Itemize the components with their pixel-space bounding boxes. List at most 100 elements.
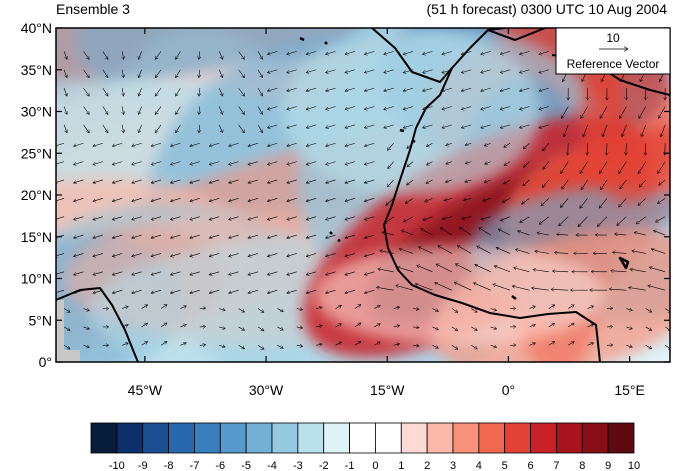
wind-vector	[257, 345, 264, 349]
wind-vector	[459, 227, 472, 236]
wind-vector	[257, 308, 264, 313]
wind-vector	[238, 124, 245, 133]
wind-vector	[287, 69, 297, 73]
wind-vector	[465, 143, 472, 145]
colorbar-swatch	[478, 422, 506, 454]
coastlines	[56, 28, 670, 362]
wind-vector	[56, 253, 65, 256]
wind-vector	[455, 264, 472, 273]
wind-vector	[446, 162, 452, 164]
wind-vector	[112, 179, 123, 183]
wind-vector	[190, 216, 200, 220]
colorbar-swatch	[504, 422, 531, 454]
wind-vector	[426, 142, 433, 146]
wind-vector	[56, 161, 65, 165]
wind-vector	[151, 179, 162, 183]
wind-vector	[83, 309, 89, 311]
wind-vector	[422, 87, 433, 91]
wind-vector	[384, 106, 394, 109]
wind-vector	[248, 161, 259, 165]
wind-vector	[522, 198, 530, 204]
wind-vector	[248, 179, 259, 183]
wind-vector	[248, 142, 259, 146]
wind-vector	[532, 288, 549, 291]
wind-vector	[609, 289, 627, 290]
wind-vector	[287, 161, 297, 165]
wind-vector	[296, 345, 303, 346]
wind-vector	[481, 124, 491, 128]
wind-vector	[518, 231, 530, 236]
colorbar-swatch	[194, 422, 221, 454]
wind-vector	[634, 232, 646, 236]
wind-vector	[132, 234, 142, 238]
wind-vector	[287, 124, 297, 128]
wind-vector	[345, 179, 356, 183]
wind-vector	[306, 69, 317, 73]
wind-vector	[73, 234, 84, 238]
wind-vector	[248, 234, 259, 238]
wind-vector	[102, 69, 109, 78]
wind-vector	[218, 87, 223, 96]
wind-vector	[502, 198, 511, 202]
wind-vector	[112, 289, 123, 293]
wind-vector	[277, 326, 283, 330]
wind-vector	[267, 179, 278, 183]
wind-vector	[554, 253, 569, 254]
wind-vector	[160, 305, 167, 309]
colorbar-swatch	[375, 422, 402, 454]
wind-vector	[248, 198, 259, 201]
wind-vector	[335, 324, 342, 328]
colorbar-swatch	[116, 422, 144, 454]
wind-vector	[335, 342, 342, 346]
wind-vector	[494, 266, 511, 273]
wind-vector	[56, 198, 65, 201]
wind-vector	[380, 251, 394, 254]
wind-vector	[354, 341, 361, 346]
wind-vector	[512, 286, 530, 291]
wind-vector	[267, 216, 278, 220]
wind-vector	[56, 142, 65, 146]
wind-vector	[170, 142, 181, 146]
wind-vector	[122, 124, 123, 133]
wind-vector	[403, 69, 414, 73]
wind-vector	[520, 216, 530, 223]
colorbar-label: 1	[398, 460, 404, 471]
wind-vector	[442, 69, 452, 73]
wind-vector	[209, 142, 220, 146]
wind-vector	[617, 216, 627, 226]
lon-tick-label: 15°E	[614, 382, 645, 398]
lat-tick-label: 10°N	[21, 271, 52, 287]
wind-vector	[248, 216, 259, 220]
colorbar-label: -2	[319, 460, 329, 471]
wind-vector	[504, 142, 511, 148]
wind-vector	[539, 106, 549, 109]
colorbar-label: 6	[528, 460, 534, 471]
wind-vector	[63, 88, 67, 96]
wind-vector	[229, 179, 239, 183]
wind-vector	[345, 69, 356, 73]
colorbar-swatch	[607, 422, 635, 454]
wind-vector	[151, 234, 162, 238]
wind-vector	[364, 161, 375, 165]
wind-vector	[73, 161, 84, 165]
wind-vector	[190, 198, 200, 201]
wind-vector	[345, 124, 356, 128]
wind-vector	[626, 309, 632, 311]
wind-vector	[316, 307, 322, 308]
wind-vector	[451, 345, 458, 349]
wind-vector	[629, 287, 646, 291]
wind-vector	[559, 216, 569, 226]
wind-vector	[451, 308, 458, 313]
wind-vector	[287, 271, 297, 275]
wind-vector	[597, 216, 608, 227]
wind-vector	[542, 179, 550, 188]
wind-vector	[306, 106, 317, 109]
wind-vector	[267, 234, 278, 238]
wind-vector	[384, 51, 394, 54]
wind-vector	[364, 106, 375, 109]
wind-vector	[73, 253, 84, 256]
wind-vector	[384, 69, 394, 73]
wind-vector	[151, 289, 162, 293]
wind-vector	[199, 88, 200, 96]
wind-vector	[583, 124, 588, 137]
